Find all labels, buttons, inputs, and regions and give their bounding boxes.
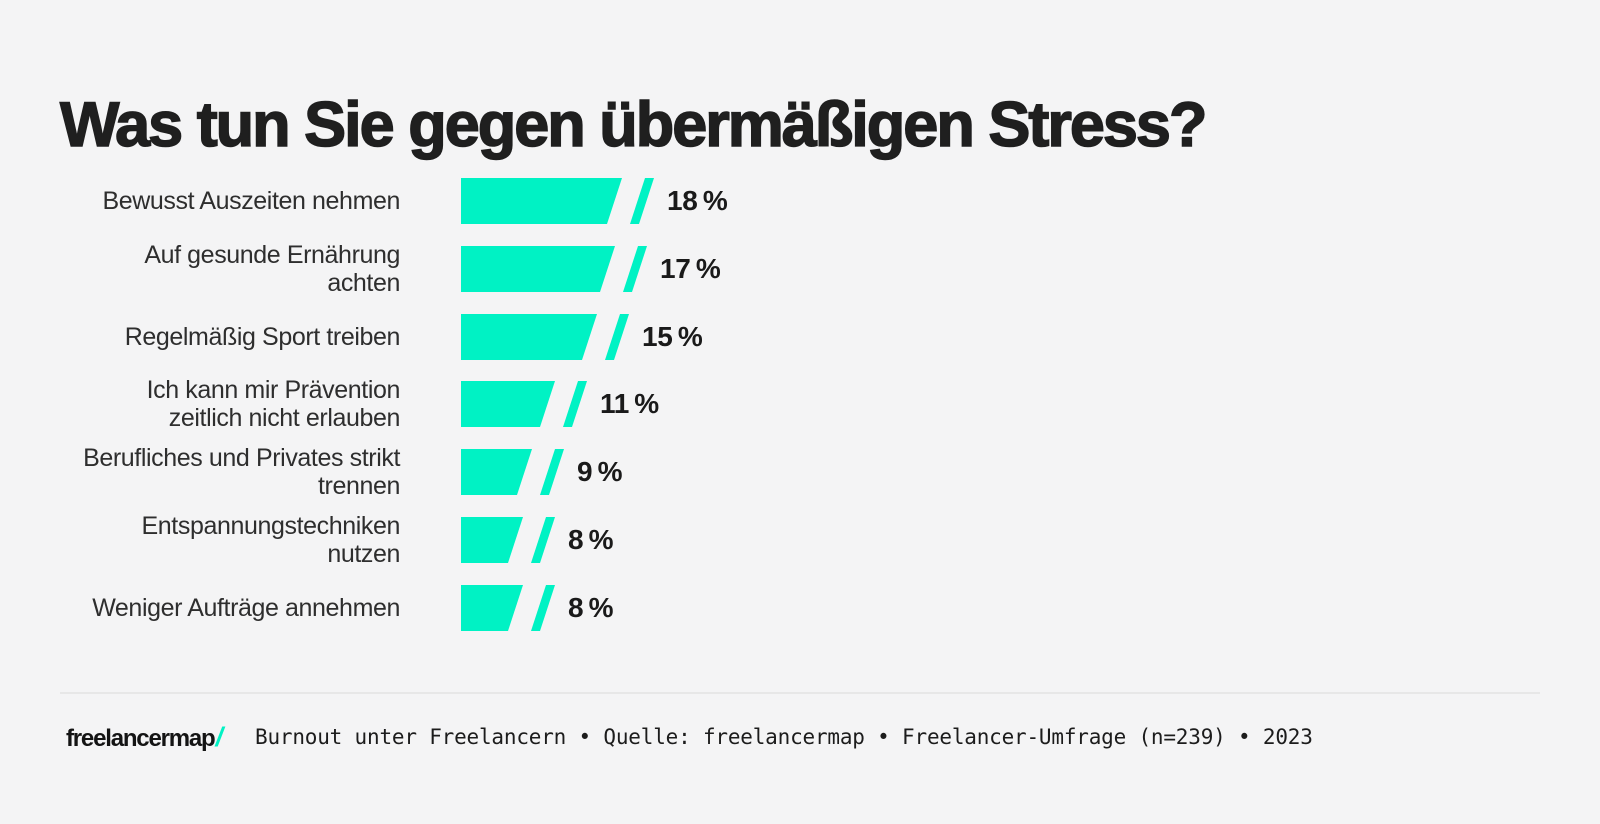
bar-body	[461, 517, 523, 563]
logo-text: freelancermap	[66, 724, 216, 752]
logo-slash-icon: /	[215, 721, 224, 752]
chart-title: Was tun Sie gegen übermäßigen Stress?	[59, 90, 1208, 161]
chart-row: Regelmäßig Sport treiben 15 %	[0, 314, 1600, 360]
value-label: 18 %	[667, 185, 728, 216]
bar: 8 %	[461, 517, 1600, 563]
bar-slash-icon	[531, 585, 555, 631]
bar-body	[461, 449, 532, 495]
value-label: 15 %	[642, 321, 703, 352]
category-label: Weniger Aufträge annehmen	[92, 594, 400, 622]
value-label: 8 %	[568, 524, 614, 555]
chart-row: Weniger Aufträge annehmen 8 %	[0, 585, 1600, 631]
value-label: 17 %	[660, 253, 721, 284]
chart-row: Entspannungstechniken nutzen 8 %	[0, 512, 1600, 568]
bar-slash-icon	[563, 381, 587, 427]
bar-body	[461, 381, 555, 427]
footer: freelancermap / Burnout unter Freelancer…	[66, 716, 1540, 758]
bar: 17 %	[461, 246, 1600, 292]
bar: 11 %	[461, 381, 1600, 427]
bar: 15 %	[461, 314, 1600, 360]
bar-body	[461, 585, 523, 631]
bar-slash-icon	[630, 178, 654, 224]
bar-slash-icon	[531, 517, 555, 563]
source-caption: Burnout unter Freelancern • Quelle: free…	[255, 725, 1313, 749]
brand-logo: freelancermap /	[66, 722, 223, 753]
value-label: 11 %	[600, 388, 659, 419]
category-label: Entspannungstechniken nutzen	[141, 512, 401, 568]
category-label: Auf gesunde Ernährung achten	[144, 241, 400, 297]
chart-row: Berufliches und Privates strikt trennen …	[0, 444, 1600, 500]
bar-slash-icon	[623, 246, 647, 292]
chart-row: Auf gesunde Ernährung achten 17 %	[0, 241, 1600, 297]
bar-body	[461, 314, 597, 360]
category-label: Berufliches und Privates strikt trennen	[83, 444, 400, 500]
bar-body	[461, 246, 615, 292]
value-label: 9 %	[577, 456, 623, 487]
footer-divider	[60, 692, 1540, 694]
category-label: Ich kann mir Prävention zeitlich nicht e…	[146, 376, 401, 432]
bar: 9 %	[461, 449, 1600, 495]
category-label: Bewusst Auszeiten nehmen	[102, 187, 400, 215]
category-label: Regelmäßig Sport treiben	[124, 323, 401, 351]
bar: 18 %	[461, 178, 1600, 224]
bar-slash-icon	[540, 449, 564, 495]
bar-slash-icon	[605, 314, 629, 360]
bar: 8 %	[461, 585, 1600, 631]
value-label: 8 %	[568, 592, 614, 623]
bar-body	[461, 178, 622, 224]
chart-row: Bewusst Auszeiten nehmen 18 %	[0, 178, 1600, 224]
bar-chart: Bewusst Auszeiten nehmen 18 % Auf gesund…	[0, 178, 1600, 631]
chart-row: Ich kann mir Prävention zeitlich nicht e…	[0, 376, 1600, 432]
